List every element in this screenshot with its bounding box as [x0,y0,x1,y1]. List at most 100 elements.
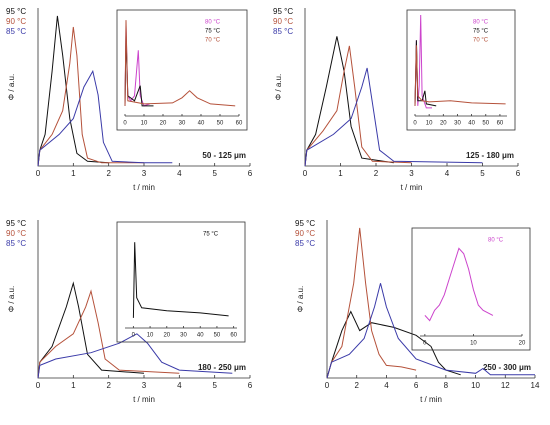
inset-x-tick-label: 50 [482,121,489,127]
x-axis-label: t / min [401,183,423,192]
x-tick-label: 0 [36,381,41,390]
series-line [37,289,180,379]
y-axis-label: Φ / a.u. [7,74,16,100]
x-tick-label: 8 [444,381,449,390]
inset-x-tick-label: 30 [180,333,187,339]
legend-label: 95 °C [6,7,26,16]
inset-x-tick-label: 0 [132,333,136,339]
legend-label: 85 °C [273,27,293,36]
inset-x-tick-label: 0 [413,121,417,127]
legend-label: 85 °C [6,27,26,36]
x-tick-label: 6 [248,169,253,178]
x-tick-label: 4 [177,381,182,390]
series-line [37,281,145,379]
y-axis-label: Φ / a.u. [274,74,283,100]
inset-line [132,242,229,318]
inset-legend-label: 80 °C [205,20,221,26]
inset-x-tick-label: 0 [423,341,427,347]
x-tick-label: 2 [106,169,111,178]
inset-line [414,45,506,106]
inset-x-tick-label: 60 [497,121,504,127]
series-line [304,45,412,167]
x-tick-label: 6 [248,381,253,390]
series-line [326,227,417,379]
legend-label: 95 °C [295,219,315,228]
x-tick-label: 1 [71,381,76,390]
y-axis-label: Φ / a.u. [7,286,16,312]
inset-legend-label: 70 °C [205,38,221,44]
inset-line [124,20,236,107]
inset-x-tick-label: 0 [123,121,127,127]
series-line [37,26,144,167]
x-tick-label: 3 [409,169,414,178]
legend-label: 85 °C [6,239,26,248]
inset-x-tick-label: 40 [198,121,205,127]
series-line [37,15,109,167]
inset-legend-label: 80 °C [488,238,504,244]
inset-x-tick-label: 20 [163,333,170,339]
inset-x-tick-label: 40 [197,333,204,339]
inset-line [424,247,494,322]
inset-x-tick-label: 30 [179,121,186,127]
size-label: 50 - 125 μm [202,151,246,160]
x-tick-label: 2 [374,169,379,178]
inset-x-tick-label: 20 [519,341,526,347]
series-line [304,67,483,167]
inset-x-tick-label: 60 [230,333,237,339]
inset-x-tick-label: 10 [426,121,433,127]
x-tick-label: 2 [106,381,111,390]
x-tick-label: 14 [531,381,540,390]
legend-label: 85 °C [295,239,315,248]
x-tick-label: 3 [142,169,147,178]
x-tick-label: 2 [354,381,359,390]
inset-legend-label: 75 °C [203,232,219,238]
x-tick-label: 5 [212,381,217,390]
inset-x-tick-label: 20 [160,121,167,127]
legend-label: 95 °C [273,7,293,16]
inset-x-tick-label: 40 [468,121,475,127]
inset-x-tick-label: 60 [236,121,243,127]
axis [37,220,250,379]
series-line [37,333,233,379]
legend-label: 90 °C [273,17,293,26]
inset-frame [411,227,531,351]
inset-frame [116,9,248,131]
size-label: 250 - 300 μm [483,363,531,372]
legend-label: 90 °C [6,17,26,26]
x-tick-label: 6 [516,169,521,178]
x-tick-label: 6 [414,381,419,390]
inset-x-tick-label: 20 [440,121,447,127]
x-tick-label: 10 [471,381,480,390]
inset-x-tick-label: 50 [214,333,221,339]
inset-legend-label: 75 °C [473,29,489,35]
inset-legend-label: 70 °C [473,38,489,44]
x-axis-label: t / min [133,183,155,192]
inset-x-tick-label: 10 [147,333,154,339]
inset-x-tick-label: 10 [470,341,477,347]
x-tick-label: 0 [303,169,308,178]
legend-label: 90 °C [6,229,26,238]
series-line [37,69,173,167]
x-tick-label: 12 [501,381,510,390]
series-line [326,283,535,379]
x-tick-label: 1 [338,169,343,178]
x-axis-label: t / min [133,395,155,404]
inset-legend-label: 75 °C [205,29,221,35]
x-tick-label: 4 [177,169,182,178]
x-tick-label: 0 [36,169,41,178]
size-label: 125 - 180 μm [466,151,514,160]
legend-label: 95 °C [6,219,26,228]
x-tick-label: 5 [480,169,485,178]
inset-x-tick-label: 10 [141,121,148,127]
inset-x-tick-label: 50 [217,121,224,127]
x-tick-label: 3 [142,381,147,390]
series-line [304,36,394,167]
x-tick-label: 4 [384,381,389,390]
inset-x-tick-label: 30 [454,121,461,127]
x-tick-label: 1 [71,169,76,178]
inset-frame [406,9,516,131]
x-tick-label: 0 [325,381,330,390]
size-label: 180 - 250 μm [198,363,246,372]
legend-label: 90 °C [295,229,315,238]
